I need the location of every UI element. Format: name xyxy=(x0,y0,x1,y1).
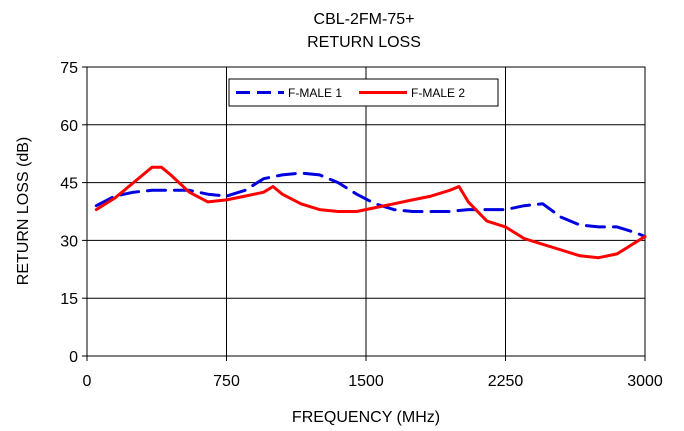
x-axis-ticks: 0 750 1500 2250 3000 xyxy=(83,356,663,390)
x-tick-label: 1500 xyxy=(348,373,384,390)
y-tick-label: 15 xyxy=(60,291,78,308)
series-line-2 xyxy=(94,165,647,260)
grid-lines xyxy=(86,66,646,357)
x-tick-label: 2250 xyxy=(488,373,524,390)
chart-subtitle: RETURN LOSS xyxy=(307,34,421,51)
x-tick-label: 750 xyxy=(213,373,240,390)
y-tick-label: 45 xyxy=(60,176,78,193)
y-axis-label: RETURN LOSS (dB) xyxy=(15,137,32,285)
y-tick-label: 30 xyxy=(60,233,78,250)
x-axis-label: FREQUENCY (MHz) xyxy=(292,409,440,426)
x-tick-label: 0 xyxy=(83,373,92,390)
chart-title: CBL-2FM-75+ xyxy=(314,11,415,28)
y-tick-label: 0 xyxy=(69,349,78,366)
y-tick-label: 75 xyxy=(60,60,78,77)
legend-label-f-male-1: F-MALE 1 xyxy=(288,86,342,100)
series-lines xyxy=(94,165,647,260)
y-axis-ticks: 0 15 30 45 60 75 xyxy=(60,60,87,366)
x-tick-label: 3000 xyxy=(627,373,663,390)
legend: F-MALE 1 F-MALE 2 xyxy=(228,78,499,107)
legend-label-f-male-2: F-MALE 2 xyxy=(411,86,465,100)
y-tick-label: 60 xyxy=(60,118,78,135)
